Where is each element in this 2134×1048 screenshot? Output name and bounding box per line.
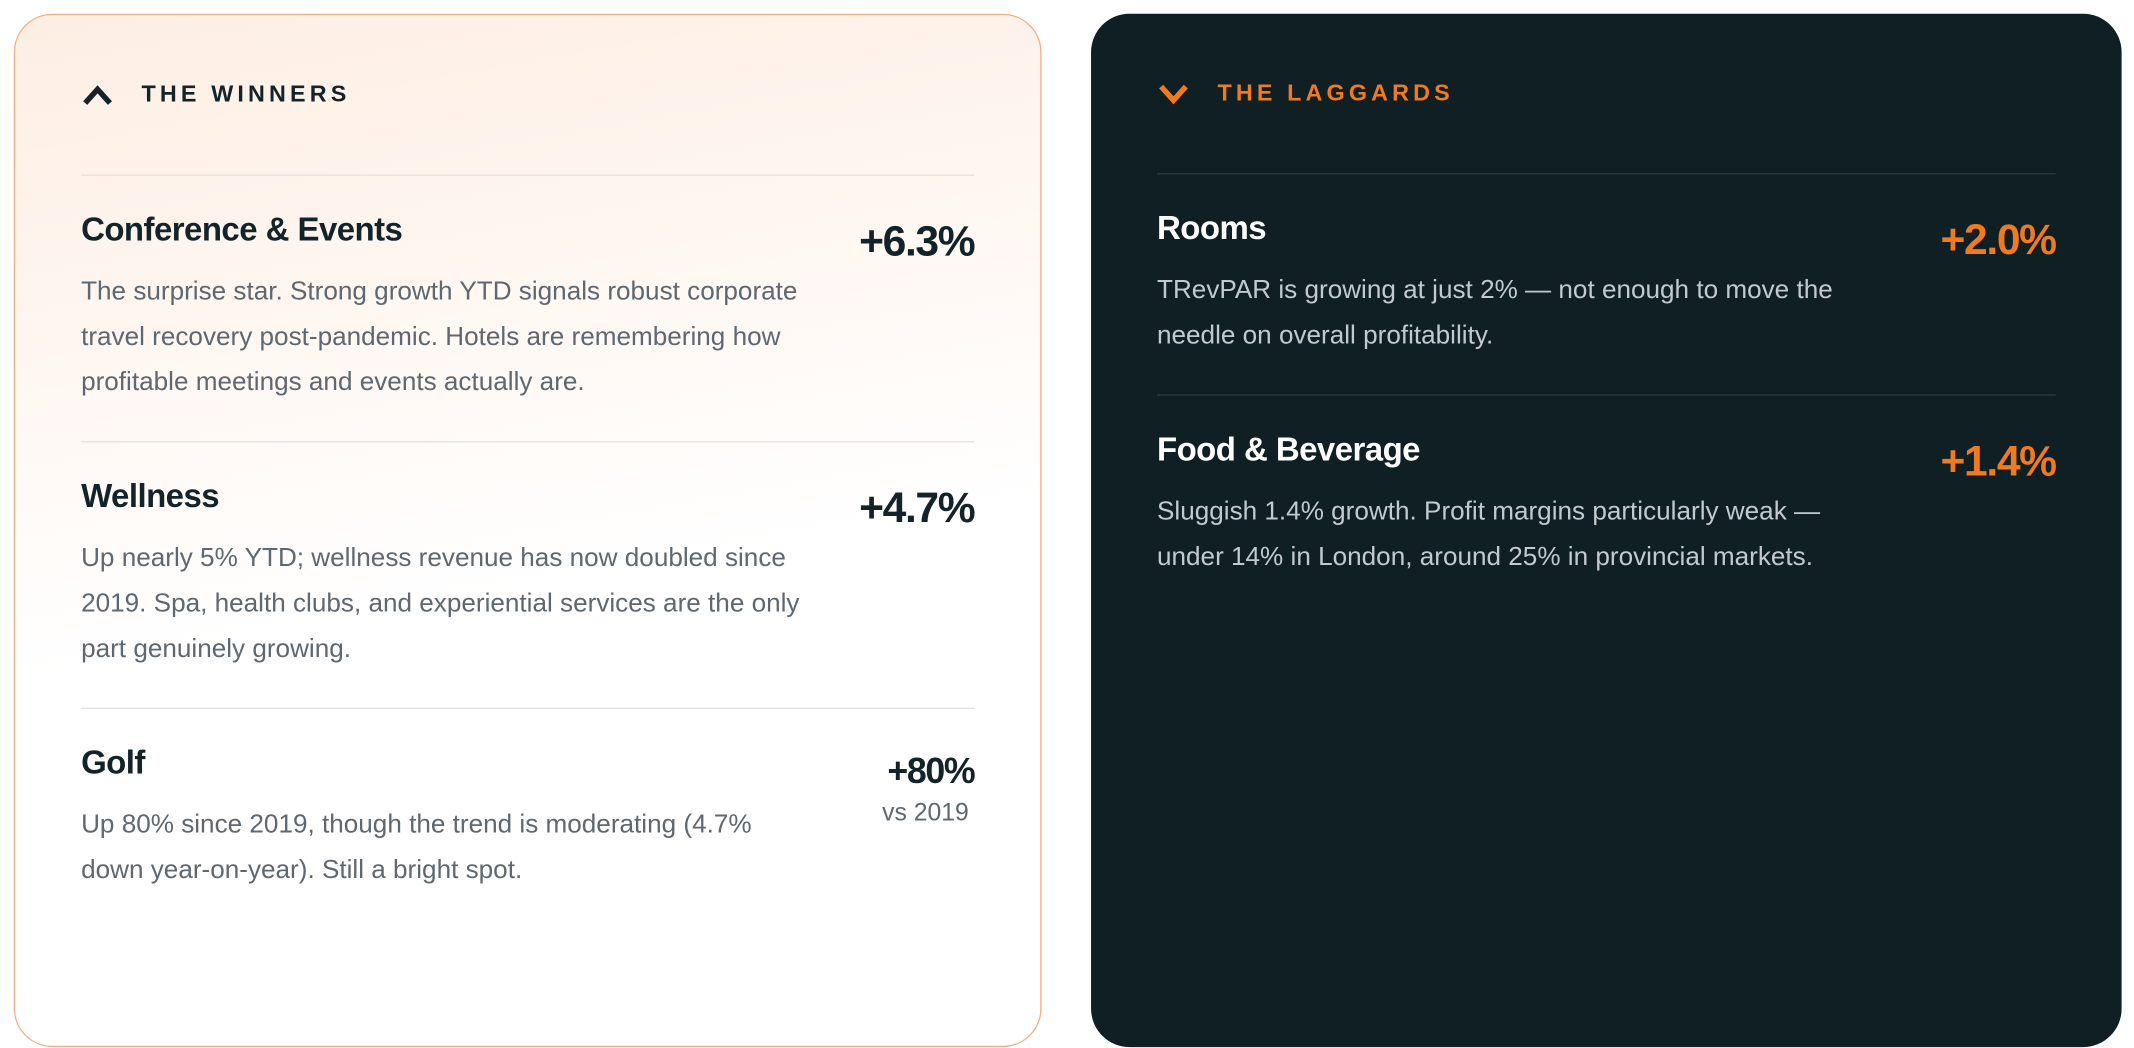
item-description: Up nearly 5% YTD; wellness revenue has n…: [81, 544, 800, 664]
heading: THE WINNERS: [141, 81, 351, 108]
item-title: Conference & Events: [81, 211, 403, 249]
heading: THE LAGGARDS: [1217, 79, 1454, 106]
item-title: Golf: [81, 744, 145, 782]
item-description: The surprise star. Strong growth YTD sig…: [81, 277, 798, 398]
up-icon: [83, 85, 112, 105]
item-value: +1.4%: [1940, 436, 2057, 486]
laggards-header: THE LAGGARDS: [1156, 14, 2056, 175]
laggards-card: THE LAGGARDS Rooms TRevPAR is growing at …: [1091, 13, 2122, 1048]
item-value: +6.3%: [859, 217, 975, 266]
item: Food & Beverage Sluggish 1.4% growth. Pro…: [1157, 396, 2057, 616]
item-value-box: +4.7%: [859, 478, 975, 672]
item-title: Food & Beverage: [1156, 431, 1421, 469]
item-description: Up 80% since 2019, though the trend is m…: [81, 810, 752, 885]
item-value: +4.7%: [859, 483, 975, 532]
item: Conference & Events The surprise star. St…: [81, 176, 976, 443]
winners-card: THE WINNERS Conference & Events The surpr…: [13, 13, 1042, 1048]
item-value-box: +6.3%: [859, 212, 975, 406]
item: Golf Up 80% since 2019, though the trend …: [81, 709, 976, 929]
item: Wellness Up nearly 5% YTD; wellness reven…: [81, 442, 976, 710]
item-value: +80%: [887, 750, 975, 792]
item-value: +2.0%: [1940, 215, 2057, 264]
item-title: Wellness: [81, 478, 220, 516]
item-description: Sluggish 1.4% growth. Profit margins par…: [1156, 497, 1821, 572]
item-text: Golf Up 80% since 2019, though the trend …: [81, 745, 816, 893]
laggards-list: Rooms TRevPAR is growing at just 2% — not…: [1156, 175, 2057, 616]
winners-list: Conference & Events The surprise star. St…: [81, 176, 976, 929]
item-text: Conference & Events The surprise star. St…: [81, 212, 816, 406]
item-value-box: +1.4%: [1940, 431, 2057, 579]
item: Rooms TRevPAR is growing at just 2% — not…: [1156, 175, 2057, 396]
item-note: vs 2019: [882, 798, 969, 826]
item-text: Food & Beverage Sluggish 1.4% growth. Pro…: [1157, 431, 1892, 579]
down-icon: [1159, 84, 1188, 105]
item-title: Rooms: [1156, 210, 1267, 248]
item-description: TRevPAR is growing at just 2% — not enou…: [1156, 276, 1833, 351]
winners-header: THE WINNERS: [81, 15, 975, 176]
item-text: Wellness Up nearly 5% YTD; wellness reven…: [81, 478, 816, 672]
item-value-box: +2.0%: [1940, 210, 2057, 358]
item-value-box: +80% vs 2019: [882, 745, 976, 893]
item-text: Rooms TRevPAR is growing at just 2% — not…: [1157, 210, 1892, 358]
